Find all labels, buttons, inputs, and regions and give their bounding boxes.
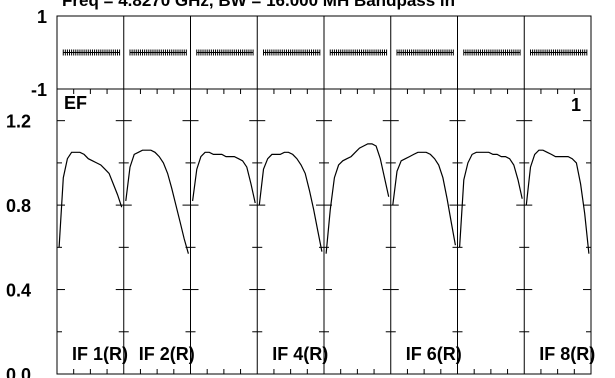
if-label: IF 6(R) (406, 344, 462, 364)
bottom-ytick-label: 0.4 (6, 281, 31, 301)
if-label: IF 4(R) (272, 344, 328, 364)
bandpass-series-line (525, 149, 590, 254)
bandpass-series-line (325, 143, 390, 254)
if-label: IF 8(R) (539, 344, 595, 364)
top-panel: 1 -1 (31, 7, 592, 100)
bottom-ytick-label: 0.0 (6, 365, 31, 378)
top-ytick-label: -1 (31, 80, 47, 100)
if-label: IF 1(R) (72, 344, 128, 364)
panel-label: EF (64, 93, 87, 113)
bandpass-series-line (258, 151, 323, 252)
corner-label: 1 (571, 95, 581, 115)
bandpass-series-line (392, 151, 456, 246)
top-ytick-label: 1 (37, 7, 47, 27)
bandpass-series-line (192, 151, 256, 204)
bottom-ytick-label: 1.2 (6, 112, 31, 132)
bandpass-series-line (459, 151, 523, 248)
chart-title: Freq = 4.8270 GHz, BW = 16.000 MH Bandpa… (62, 0, 455, 10)
if-label: IF 2(R) (139, 344, 195, 364)
bottom-panel: 1.2 0.8 0.4 0.0 EF 1 IF 1(R) IF 2(R) IF 4(R) IF 6… (6, 16, 595, 378)
bandpass-series-line (125, 149, 189, 254)
bottom-ytick-label: 0.8 (6, 196, 31, 216)
bandpass-series-line (58, 151, 123, 248)
